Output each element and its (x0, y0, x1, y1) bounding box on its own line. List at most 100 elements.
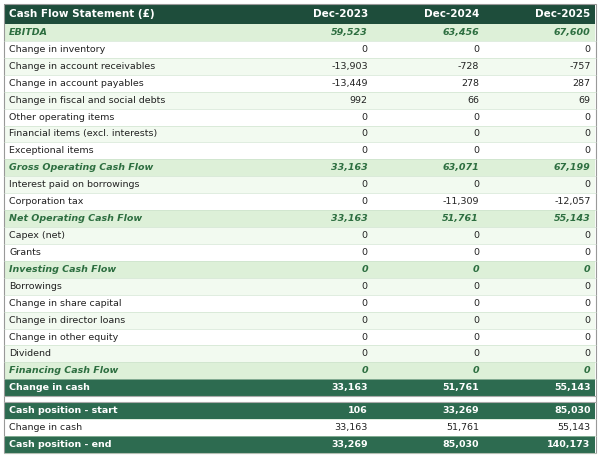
Text: 33,269: 33,269 (331, 440, 368, 449)
Text: 33,163: 33,163 (331, 163, 368, 172)
Bar (484, 58, 595, 75)
Bar (262, 345, 373, 362)
Text: 0: 0 (472, 265, 479, 274)
Text: Financing Cash Flow: Financing Cash Flow (9, 367, 118, 375)
Bar (262, 210, 373, 227)
Text: 0: 0 (362, 146, 368, 155)
Text: 0: 0 (362, 299, 368, 308)
Text: Interest paid on borrowings: Interest paid on borrowings (9, 180, 139, 189)
Bar (373, 227, 484, 244)
Text: Dec-2025: Dec-2025 (535, 9, 590, 19)
Text: 0: 0 (361, 367, 368, 375)
Text: 0: 0 (362, 129, 368, 138)
Text: 55,143: 55,143 (554, 214, 590, 223)
Bar (262, 176, 373, 193)
Bar (262, 261, 373, 278)
Bar (484, 261, 595, 278)
Bar (4, 126, 262, 143)
Bar (484, 312, 595, 329)
Text: Gross Operating Cash Flow: Gross Operating Cash Flow (9, 163, 153, 172)
Text: 0: 0 (584, 299, 590, 308)
Bar (4, 312, 262, 329)
Bar (484, 436, 595, 453)
Bar (4, 419, 262, 436)
Bar (262, 159, 373, 176)
Bar (4, 379, 262, 396)
Text: 33,163: 33,163 (334, 423, 368, 432)
Bar (4, 24, 262, 41)
Bar (262, 419, 373, 436)
Text: 0: 0 (473, 350, 479, 358)
Bar (262, 402, 373, 419)
Bar (484, 362, 595, 379)
Bar (262, 58, 373, 75)
Bar (484, 419, 595, 436)
Text: 0: 0 (362, 248, 368, 257)
Text: 0: 0 (362, 316, 368, 324)
Bar (373, 210, 484, 227)
Bar (484, 379, 595, 396)
Bar (262, 24, 373, 41)
Bar (484, 4, 595, 24)
Text: 0: 0 (584, 316, 590, 324)
Text: 140,173: 140,173 (547, 440, 590, 449)
Text: Corporation tax: Corporation tax (9, 197, 83, 206)
Text: 0: 0 (361, 265, 368, 274)
Text: 0: 0 (584, 146, 590, 155)
Text: 287: 287 (572, 79, 590, 88)
Bar (484, 24, 595, 41)
Text: 51,761: 51,761 (442, 383, 479, 392)
Bar (4, 176, 262, 193)
Text: 278: 278 (461, 79, 479, 88)
Text: Change in inventory: Change in inventory (9, 45, 105, 54)
Text: 0: 0 (473, 299, 479, 308)
Text: -13,903: -13,903 (331, 62, 368, 71)
Text: 0: 0 (362, 197, 368, 206)
Text: Change in account receivables: Change in account receivables (9, 62, 155, 71)
Bar (4, 362, 262, 379)
Bar (373, 24, 484, 41)
Text: Cash Flow Statement (£): Cash Flow Statement (£) (9, 9, 155, 19)
Bar (4, 244, 262, 261)
Text: 0: 0 (362, 180, 368, 189)
Bar (262, 4, 373, 24)
Text: 0: 0 (473, 248, 479, 257)
Bar (4, 41, 262, 58)
Bar (4, 396, 262, 402)
Bar (373, 419, 484, 436)
Bar (262, 329, 373, 345)
Bar (4, 4, 262, 24)
Text: 0: 0 (473, 231, 479, 240)
Text: 0: 0 (473, 282, 479, 291)
Bar (262, 75, 373, 92)
Bar (373, 436, 484, 453)
Bar (373, 41, 484, 58)
Text: 0: 0 (362, 282, 368, 291)
Text: 66: 66 (467, 96, 479, 105)
Text: 0: 0 (473, 45, 479, 54)
Bar (262, 244, 373, 261)
Bar (373, 278, 484, 295)
Text: Grants: Grants (9, 248, 41, 257)
Text: Change in other equity: Change in other equity (9, 333, 118, 341)
Text: 0: 0 (362, 333, 368, 341)
Bar (4, 58, 262, 75)
Bar (262, 143, 373, 159)
Bar (484, 176, 595, 193)
Text: 0: 0 (584, 350, 590, 358)
Bar (484, 75, 595, 92)
Text: 0: 0 (584, 129, 590, 138)
Text: Investing Cash Flow: Investing Cash Flow (9, 265, 116, 274)
Bar (4, 278, 262, 295)
Bar (262, 379, 373, 396)
Bar (484, 41, 595, 58)
Bar (373, 4, 484, 24)
Bar (484, 143, 595, 159)
Text: Change in cash: Change in cash (9, 383, 90, 392)
Text: 0: 0 (584, 265, 590, 274)
Text: 0: 0 (362, 231, 368, 240)
Bar (4, 143, 262, 159)
Text: Dec-2024: Dec-2024 (424, 9, 479, 19)
Bar (484, 396, 595, 402)
Bar (262, 126, 373, 143)
